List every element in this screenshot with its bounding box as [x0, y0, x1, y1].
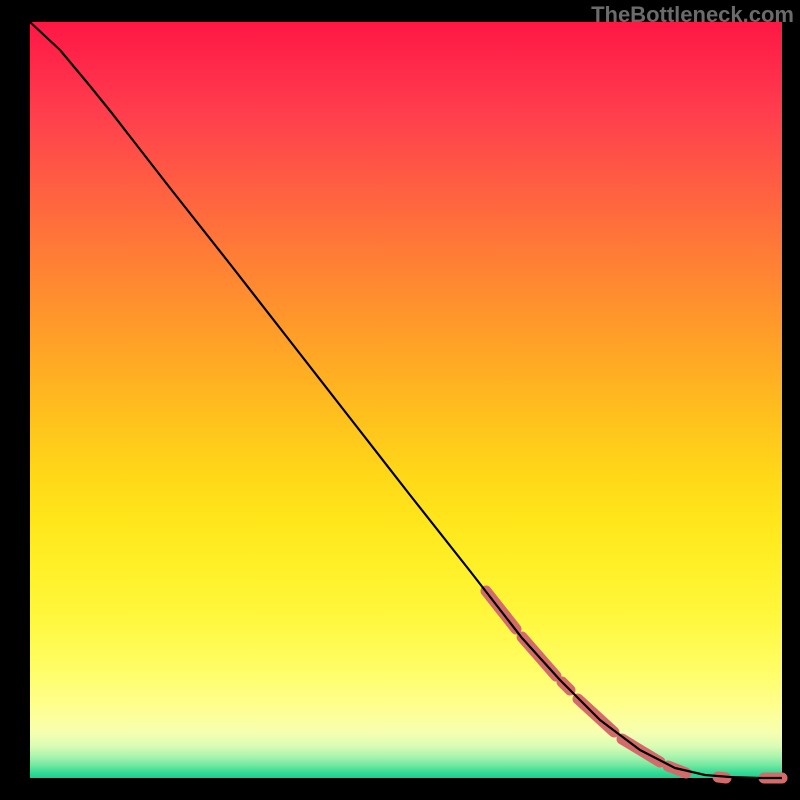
watermark-label: TheBottleneck.com — [591, 2, 794, 28]
chart-svg — [0, 0, 800, 800]
chart-container: TheBottleneck.com — [0, 0, 800, 800]
plot-background — [30, 22, 782, 778]
